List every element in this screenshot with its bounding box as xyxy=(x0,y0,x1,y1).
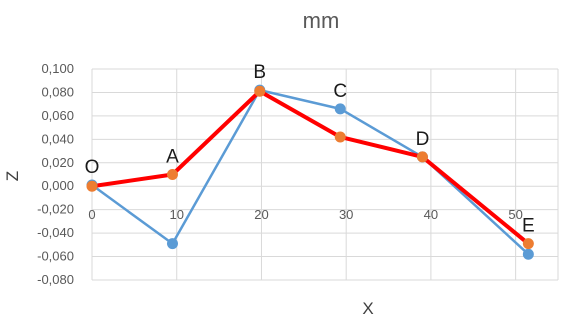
series-1-point xyxy=(334,103,346,115)
series-2-point xyxy=(166,169,178,180)
x-axis-title: X xyxy=(362,299,373,318)
series-1-point xyxy=(166,238,178,250)
point-label-o: O xyxy=(85,157,100,178)
y-tick-label: -0,060 xyxy=(37,249,74,264)
point-label-e: E xyxy=(522,216,535,237)
series-line-2 xyxy=(90,89,531,246)
series-2-point xyxy=(416,151,428,163)
series xyxy=(86,84,534,260)
y-tick-label: 0,040 xyxy=(41,131,74,146)
x-tick-label: 0 xyxy=(88,207,95,222)
y-tick-label: -0,080 xyxy=(37,272,74,287)
point-label-d: D xyxy=(416,129,430,150)
x-tick-label: 10 xyxy=(169,207,183,222)
point-label-a: A xyxy=(166,147,179,168)
series-1-point xyxy=(522,248,534,260)
x-tick-labels: 0 10 20 30 40 50 xyxy=(88,207,522,222)
x-tick-label: 50 xyxy=(508,207,522,222)
series-2-point xyxy=(86,180,98,192)
y-tick-label: 0,060 xyxy=(41,108,74,123)
point-label-c: C xyxy=(333,81,347,102)
point-label-b: B xyxy=(253,62,266,83)
x-tick-label: 30 xyxy=(339,207,353,222)
series-2-point xyxy=(334,131,346,143)
y-axis-title: Z xyxy=(3,171,22,181)
y-tick-label: -0,040 xyxy=(37,225,74,240)
series-2-point xyxy=(522,238,534,250)
point-labels: O A B C D E xyxy=(85,62,535,237)
y-tick-label: 0,020 xyxy=(41,155,74,170)
x-tick-label: 40 xyxy=(424,207,438,222)
y-tick-labels: 0,100 0,080 0,060 0,040 0,020 0,000 -0,020 -0,0… xyxy=(37,61,74,287)
grid xyxy=(91,68,559,281)
series-2-point xyxy=(254,85,266,97)
series-line-1 xyxy=(90,88,530,256)
y-tick-label: -0,020 xyxy=(37,202,74,217)
y-tick-label: 0,000 xyxy=(41,178,74,193)
y-tick-label: 0,080 xyxy=(41,84,74,99)
x-tick-label: 20 xyxy=(254,207,268,222)
chart-title: mm xyxy=(303,8,340,33)
y-tick-label: 0,100 xyxy=(41,61,74,76)
